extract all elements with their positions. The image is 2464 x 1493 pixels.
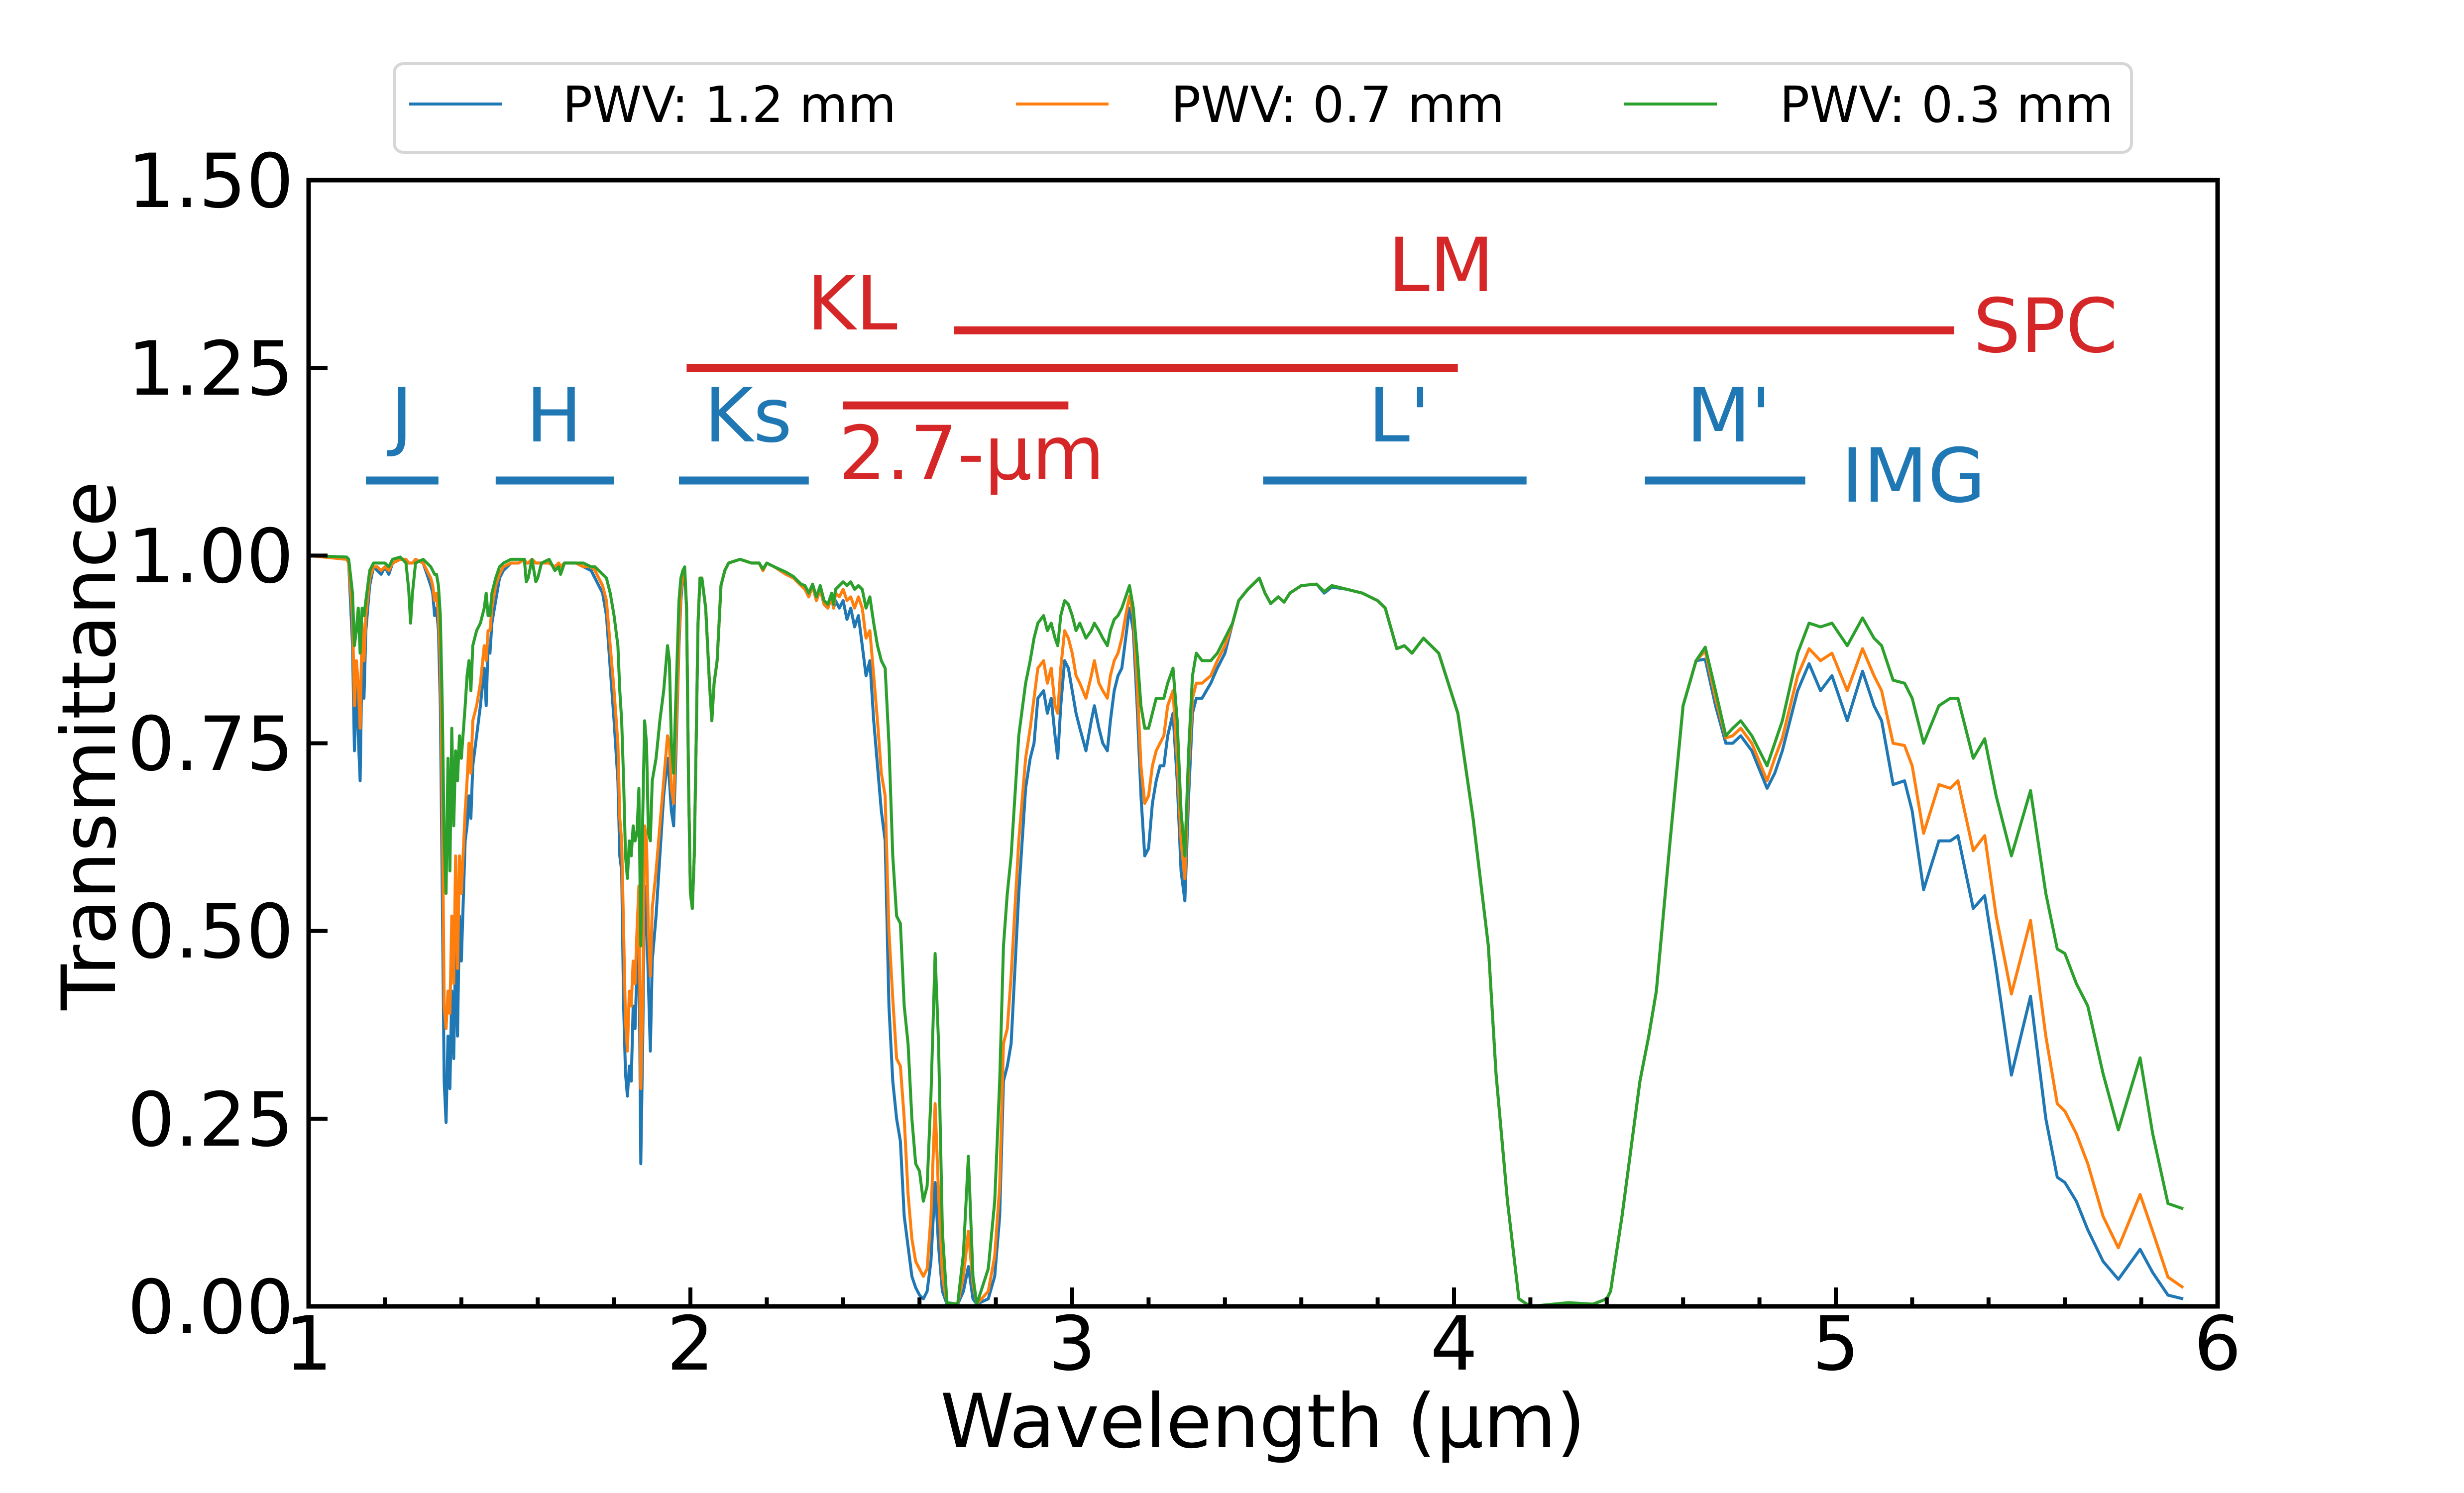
y-tick-label: 0.50: [127, 889, 294, 975]
y-tick-label: 0.00: [127, 1265, 294, 1351]
legend-entry-pwv-0-7[interactable]: PWV: 0.7 mm: [1016, 76, 1505, 134]
x-tick-label: 1: [285, 1301, 332, 1387]
x-tick-label: 5: [1812, 1301, 1859, 1387]
x-tick-label: 4: [1430, 1301, 1477, 1387]
x-tick-labels: 1 2 3 4 5 6: [285, 1301, 2241, 1387]
series-line-pwv-0-3: [309, 554, 2184, 1306]
legend-frame: [393, 62, 2133, 154]
x-tick-label: 2: [667, 1301, 714, 1387]
mode-label-img: IMG: [1841, 433, 1986, 520]
legend: PWV: 1.2 mm PWV: 0.7 mm PWV: 0.3 mm: [393, 62, 2133, 154]
legend-entry-pwv-1-2[interactable]: PWV: 1.2 mm: [409, 76, 896, 134]
y-tick-label: 1.50: [127, 138, 294, 225]
band-label-lm: LM: [1388, 222, 1494, 309]
band-label-2-7um: 2.7-µm: [839, 411, 1105, 497]
y-tick-labels: 0.00 0.25 0.50 0.75 1.00 1.25 1.50: [127, 138, 294, 1351]
x-tick-label: 6: [2194, 1301, 2241, 1387]
legend-label: PWV: 0.3 mm: [1780, 76, 2114, 134]
legend-entry-pwv-0-3[interactable]: PWV: 0.3 mm: [1624, 76, 2114, 134]
band-annotations: [366, 326, 1954, 485]
x-axis-title: Wavelength (µm): [940, 1379, 1585, 1465]
y-tick-label: 0.25: [127, 1077, 294, 1164]
y-tick-label: 0.75: [127, 701, 294, 788]
band-labels: J H Ks L' M' IMG 2.7-µm KL LM SPC: [387, 222, 2118, 520]
band-label-j: J: [387, 373, 413, 459]
y-axis-title: Transmittance: [46, 481, 133, 1011]
plot-frame: [306, 178, 2220, 1309]
legend-label: PWV: 1.2 mm: [562, 76, 896, 134]
y-tick-label: 1.00: [127, 514, 294, 600]
series-layer: [309, 554, 2184, 1306]
band-label-ks: Ks: [704, 373, 792, 459]
band-label-mprime: M': [1686, 373, 1772, 459]
band-label-kl: KL: [807, 261, 897, 347]
band-label-h: H: [526, 373, 582, 459]
mode-label-spc: SPC: [1973, 283, 2118, 370]
band-label-lprime: L': [1368, 373, 1431, 459]
legend-label: PWV: 0.7 mm: [1171, 76, 1505, 134]
x-tick-label: 3: [1048, 1301, 1096, 1387]
y-tick-label: 1.25: [127, 326, 294, 413]
